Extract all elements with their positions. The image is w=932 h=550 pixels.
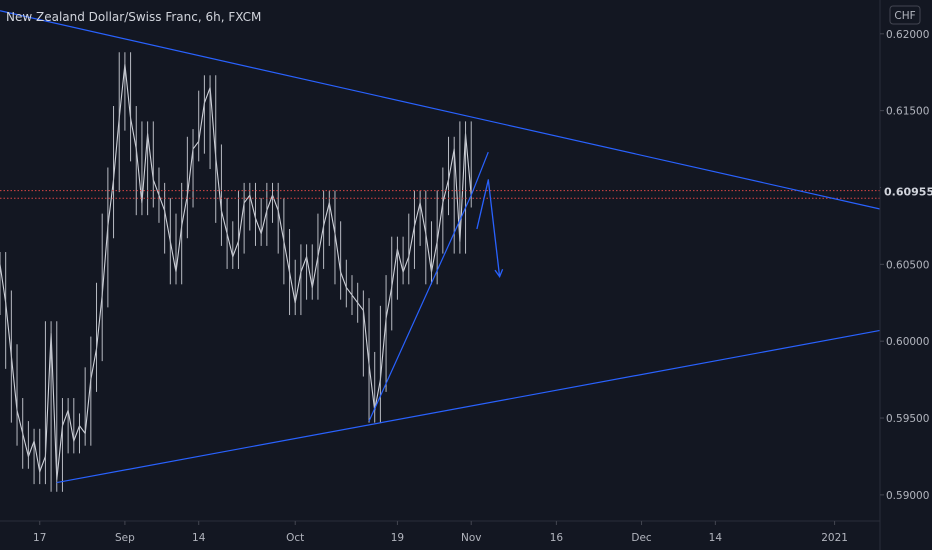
projection-arrowhead [494, 268, 504, 278]
chart-title: New Zealand Dollar/Swiss Franc, 6h, FXCM [6, 10, 261, 24]
price-series-layer [0, 52, 472, 492]
currency-label: CHF [894, 10, 915, 22]
time-tick-label: 16 [550, 532, 564, 544]
price-tick-label: 0.62000 [886, 29, 929, 41]
time-tick-label: 14 [709, 532, 723, 544]
time-tick-label: 17 [33, 532, 46, 544]
trendline[interactable] [470, 151, 489, 196]
time-tick-label: 19 [391, 532, 404, 544]
time-tick-label: Oct [286, 532, 304, 544]
currency-badge-box [889, 5, 921, 25]
currency-badge[interactable]: CHF [889, 5, 921, 25]
time-tick-label: Dec [631, 532, 652, 544]
trendline[interactable] [56, 329, 881, 484]
last-price-label[interactable]: 0.60955 [881, 183, 932, 200]
price-series-line [0, 63, 472, 481]
time-tick-label: 14 [192, 532, 206, 544]
projection-path[interactable] [476, 179, 501, 277]
last-price-value: 0.60955 [884, 186, 932, 199]
price-tick-label: 0.60500 [886, 259, 929, 271]
price-tick-label: 0.61500 [886, 106, 929, 118]
time-tick-label: 2021 [821, 532, 848, 544]
time-tick-label: Sep [115, 532, 135, 544]
trendline[interactable] [0, 10, 881, 210]
price-tick-label: 0.60000 [886, 336, 929, 348]
trendline[interactable] [368, 194, 472, 422]
time-tick-label: Nov [461, 532, 482, 544]
last-price-label-box [881, 183, 932, 200]
price-tick-label: 0.59000 [886, 490, 929, 502]
drawing-layer [0, 10, 881, 484]
time-axis[interactable]: 17 Sep 14 Oct 19 Nov 16 Dec 14 2021 [33, 521, 848, 544]
price-tick-label: 0.59500 [886, 413, 929, 425]
